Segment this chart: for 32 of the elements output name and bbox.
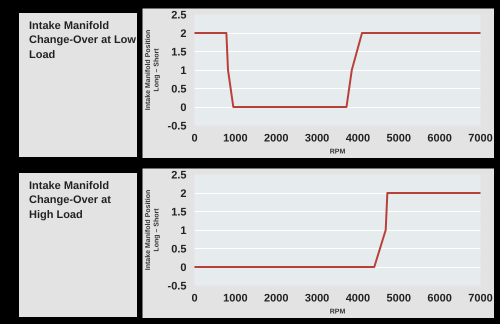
x-tick-label: 0: [191, 132, 198, 144]
x-tick-label: 6000: [427, 132, 452, 144]
y-tick-label: 0.5: [171, 244, 187, 256]
y-tick-label: 0: [180, 102, 187, 114]
x-tick-label: 1000: [223, 292, 248, 304]
text: Intake Manifold Change-Over at Low Load: [29, 19, 137, 62]
y-tick-label: 1: [180, 225, 187, 237]
x-tick-label: 5000: [386, 292, 412, 304]
x-tick-label: 0: [191, 292, 198, 304]
y-tick-label: 1: [180, 65, 187, 77]
x-tick-label: 2000: [264, 292, 288, 304]
x-tick-label: 7000: [468, 132, 493, 144]
x-tick-label: 2000: [264, 132, 288, 144]
x-tick-label: 4000: [346, 132, 370, 144]
x-tick-label: 4000: [346, 292, 370, 304]
y-tick-label: 0: [180, 262, 187, 274]
y-tick-label: 2: [180, 188, 187, 200]
y-tick-label: 1.5: [171, 206, 187, 218]
x-tick-label: 5000: [386, 132, 412, 144]
x-tick-label: 3000: [304, 292, 330, 304]
y-tick-label: 2.5: [171, 10, 187, 22]
y-tick-label: 1.5: [171, 46, 187, 58]
y-tick-label: 2: [180, 28, 187, 40]
y-tick-label: 0.5: [171, 84, 187, 96]
text: Intake Manifold Change-Over at High Load: [29, 179, 112, 222]
x-tick-label: 1000: [223, 132, 248, 144]
x-tick-label: 6000: [427, 292, 452, 304]
y-tick-label: -0.5: [168, 280, 187, 292]
x-tick-label: 7000: [468, 292, 493, 304]
y-tick-label: -0.5: [168, 120, 187, 132]
y-tick-label: 2.5: [171, 170, 187, 182]
x-tick-label: 3000: [304, 132, 330, 144]
